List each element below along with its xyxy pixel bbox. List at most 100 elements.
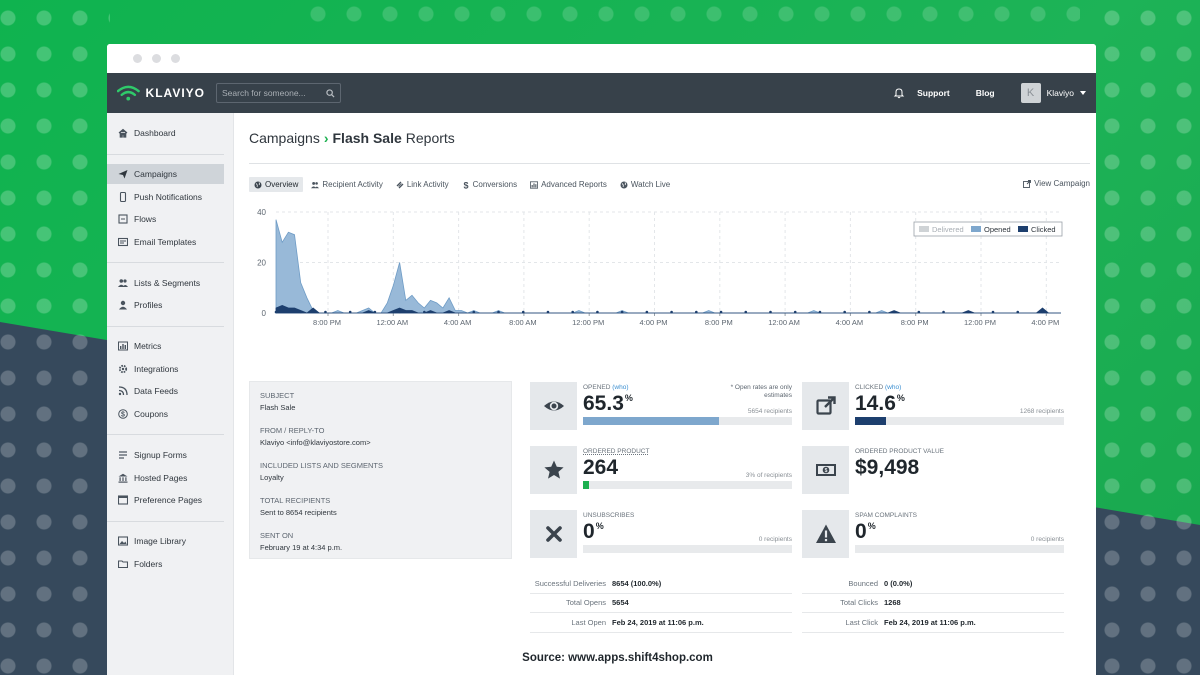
stat-value: 264 (583, 456, 618, 480)
wifi-logo-icon (117, 85, 140, 101)
sidebar-item-coupons[interactable]: $ Coupons (107, 404, 224, 424)
stat-unit: % (595, 521, 604, 531)
data-point (670, 310, 673, 314)
sidebar-item-push-notifications[interactable]: Push Notifications (107, 187, 224, 207)
tab-advanced-reports[interactable]: Advanced Reports (525, 177, 612, 192)
stat-label: Unsubscribes (583, 512, 635, 519)
stat-value: 0% (583, 520, 604, 544)
window-dot[interactable] (133, 54, 142, 63)
user-icon (119, 300, 127, 310)
who-link[interactable]: (who) (612, 384, 629, 391)
bell-icon[interactable] (893, 87, 905, 99)
stat-number: 65.3 (583, 392, 624, 415)
folder-icon (118, 560, 128, 569)
sidebar-item-label: Coupons (134, 409, 169, 419)
sidebar-item-profiles[interactable]: Profiles (107, 295, 224, 315)
sidebar-item-hosted-pages[interactable]: Hosted Pages (107, 468, 224, 488)
legend-swatch (1018, 226, 1028, 232)
summary-row: Successful Deliveries 8654 (100.0%) (530, 574, 792, 594)
data-point (373, 310, 377, 314)
main-content: Campaigns › Flash Sale Reports Overview … (234, 113, 1096, 675)
mobile-icon (119, 192, 127, 202)
tab-link-activity[interactable]: Link Activity (391, 177, 454, 192)
sidebar-item-preference-pages[interactable]: Preference Pages (107, 490, 224, 510)
sidebar-item-label: Hosted Pages (134, 473, 188, 483)
stat-sub: 3% of recipients (745, 472, 792, 479)
summary-key: Last Click (845, 617, 878, 627)
sidebar-item-label: Image Library (134, 536, 186, 546)
stat-sub: 5654 recipients (747, 408, 792, 415)
sidebar-item-flows[interactable]: Flows (107, 209, 224, 229)
data-point (966, 310, 970, 314)
data-point (274, 310, 278, 314)
sidebar-divider (107, 521, 224, 522)
x-tick-label: 4:00 AM (444, 318, 472, 327)
tab-conversions[interactable]: $ Conversions (457, 177, 522, 192)
search-input[interactable] (222, 88, 322, 98)
stat-body: Ordered Product Value $9,498 (855, 446, 1064, 494)
x-tick-label: 4:00 PM (640, 318, 668, 327)
tab-watch-live[interactable]: Watch Live (615, 177, 675, 192)
form-icon (119, 451, 127, 459)
sidebar-item-data-feeds[interactable]: Data Feeds (107, 381, 224, 401)
sidebar-divider (107, 326, 224, 327)
sidebar-item-campaigns[interactable]: Campaigns (107, 164, 224, 184)
eye-icon (543, 401, 564, 411)
summary-value: Feb 24, 2019 at 11:06 p.m. (884, 617, 976, 627)
sidebar-divider (107, 262, 224, 263)
stat-sub: 0 recipients (758, 536, 792, 543)
blog-link[interactable]: Blog (975, 88, 995, 98)
chevron-down-icon[interactable] (1080, 91, 1086, 95)
view-campaign-link[interactable]: View Campaign (1023, 179, 1090, 188)
sidebar-item-metrics[interactable]: Metrics (107, 336, 224, 356)
data-point (744, 310, 748, 314)
sidebar-item-label: Preference Pages (134, 495, 203, 505)
data-point (695, 310, 698, 314)
y-tick-label: 40 (257, 208, 266, 217)
home-icon (118, 128, 128, 138)
account-menu[interactable]: K Klaviyo (1020, 83, 1086, 103)
sidebar-item-folders[interactable]: Folders (107, 554, 224, 574)
data-point (769, 310, 772, 314)
legend-label: Delivered (932, 225, 964, 234)
sidebar-item-email-templates[interactable]: Email Templates (107, 232, 224, 252)
data-point (348, 310, 352, 314)
data-point (818, 310, 822, 314)
sidebar-item-image-library[interactable]: Image Library (107, 531, 224, 551)
svg-text:$: $ (463, 181, 468, 189)
y-tick-label: 0 (262, 309, 267, 318)
search-box[interactable] (216, 83, 341, 103)
stat-body: Unsubscribes 0% 0 recipients (583, 510, 792, 558)
stat-body: Ordered Product 264 3% of recipients (583, 446, 792, 494)
search-icon[interactable] (326, 88, 335, 98)
window-titlebar (107, 44, 1096, 73)
window-dot[interactable] (171, 54, 180, 63)
stat-number: 0 (583, 520, 595, 543)
bar-chart-icon (118, 341, 128, 351)
progress-bar (855, 545, 1064, 553)
avatar[interactable]: K (1020, 83, 1041, 103)
stat-value: 14.6% (855, 392, 905, 416)
window-dot[interactable] (152, 54, 161, 63)
support-link[interactable]: Support (917, 88, 950, 98)
sidebar-item-signup-forms[interactable]: Signup Forms (107, 445, 224, 465)
tab-overview[interactable]: Overview (249, 177, 304, 192)
legend-swatch (971, 226, 981, 232)
detail-value: Loyalty (260, 473, 284, 482)
data-point (719, 310, 723, 314)
breadcrumb-campaigns[interactable]: Campaigns (249, 130, 320, 146)
tab-label: Advanced Reports (541, 180, 607, 189)
tab-recipient-activity[interactable]: Recipient Activity (306, 177, 387, 192)
progress-fill (855, 417, 886, 425)
stat-label: Ordered Product Value (855, 448, 944, 455)
tab-label: Link Activity (406, 180, 449, 189)
who-link[interactable]: (who) (885, 384, 902, 391)
y-tick-label: 20 (257, 259, 266, 268)
stat-value: 0% (855, 520, 876, 544)
data-point (793, 310, 797, 314)
account-name[interactable]: Klaviyo (1046, 88, 1074, 98)
sidebar-item-integrations[interactable]: Integrations (107, 359, 224, 379)
klaviyo-logo[interactable]: KLAVIYO (117, 84, 205, 102)
sidebar-item-lists-segments[interactable]: Lists & Segments (107, 273, 224, 293)
sidebar-item-dashboard[interactable]: Dashboard (107, 123, 224, 143)
